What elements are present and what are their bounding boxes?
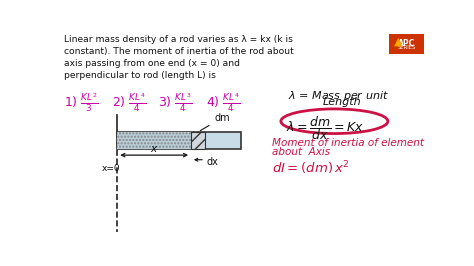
Text: $2)\ \frac{KL^4}{4}$: $2)\ \frac{KL^4}{4}$: [112, 92, 146, 114]
Text: $x$: $x$: [150, 144, 158, 154]
FancyBboxPatch shape: [390, 34, 423, 54]
Text: $\lambda$ = Mass per unit: $\lambda$ = Mass per unit: [288, 89, 389, 103]
Text: about  Axis: about Axis: [273, 147, 330, 157]
Text: Linear mass density of a rod varies as λ = kx (k is
constant). The moment of ine: Linear mass density of a rod varies as λ…: [64, 35, 294, 80]
Text: $1)\ \frac{KL^2}{3}$: $1)\ \frac{KL^2}{3}$: [64, 92, 98, 114]
Bar: [191, 132, 205, 149]
Text: APC: APC: [398, 39, 415, 48]
Bar: [118, 132, 191, 149]
Text: Length: Length: [323, 97, 361, 107]
Text: dm: dm: [201, 113, 230, 131]
Text: $3)\ \frac{KL^3}{4}$: $3)\ \frac{KL^3}{4}$: [158, 92, 193, 114]
Text: dx: dx: [207, 157, 219, 167]
Text: $dI = (dm)\,x^2$: $dI = (dm)\,x^2$: [273, 159, 350, 177]
Bar: [118, 132, 241, 149]
Text: $4)\ \frac{KL^4}{4}$: $4)\ \frac{KL^4}{4}$: [207, 92, 241, 114]
Text: ▲: ▲: [394, 36, 402, 47]
Text: Moment of inertia of element: Moment of inertia of element: [273, 138, 424, 148]
Text: x=0: x=0: [102, 164, 120, 173]
Text: SERIES: SERIES: [397, 45, 416, 50]
Text: $\lambda = \dfrac{dm}{dx} = Kx$: $\lambda = \dfrac{dm}{dx} = Kx$: [285, 114, 364, 142]
